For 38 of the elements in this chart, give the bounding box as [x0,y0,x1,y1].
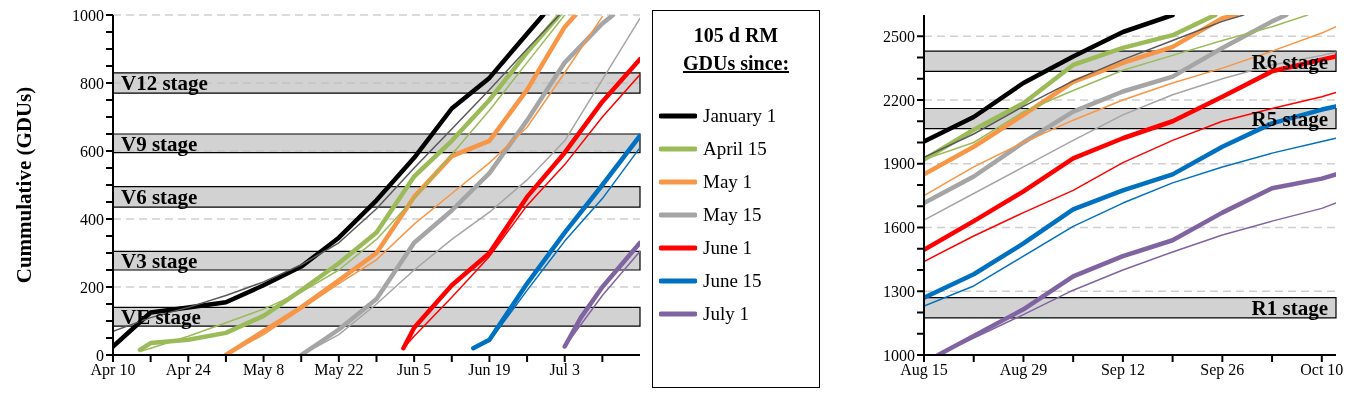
legend-label: May 15 [703,203,762,226]
band-label: V3 stage [121,249,198,274]
x-tick-label: Jun 19 [468,361,511,379]
legend-label: June 1 [703,236,753,259]
y-tick-label: 400 [80,210,104,228]
legend-label: July 1 [703,302,749,325]
band-label: V9 stage [121,131,198,156]
band-label: V12 stage [121,71,208,96]
x-tick-label: Oct 10 [1300,361,1344,379]
legend-label: April 15 [703,137,767,160]
y-axis-title: Cummulative (GDUs) [12,86,36,284]
legend-label: January 1 [703,104,777,127]
legend-title: 105 d RM GDUs since: [681,23,791,76]
x-tick-label: Jun 5 [397,361,432,379]
band-label: R1 stage [1251,296,1328,321]
y-tick-label: 200 [80,278,104,296]
y-tick-label: 1000 [883,346,915,364]
x-tick-label: May 8 [242,361,285,380]
x-tick-label: Aug 15 [900,361,948,380]
y-tick-label: 1000 [72,6,104,24]
x-tick-label: Sep 12 [1100,361,1145,380]
x-tick-label: May 22 [314,361,364,380]
legend-label: May 1 [703,170,753,193]
band-label: V6 stage [121,185,198,210]
y-tick-label: 0 [96,346,104,364]
x-tick-label: Aug 29 [999,361,1048,380]
y-tick-label: 1900 [883,155,915,173]
y-tick-label: 600 [80,142,104,160]
y-tick-label: 800 [80,74,104,92]
y-tick-label: 2500 [883,27,915,45]
legend-label: June 15 [703,269,762,292]
x-tick-label: Jul 3 [549,361,581,379]
x-tick-label: Apr 10 [90,361,136,380]
y-tick-label: 2200 [883,91,915,109]
x-tick-label: Sep 26 [1200,361,1245,380]
y-tick-label: 1300 [883,282,915,300]
y-tick-label: 1600 [883,219,915,237]
x-tick-label: Apr 24 [165,361,211,380]
